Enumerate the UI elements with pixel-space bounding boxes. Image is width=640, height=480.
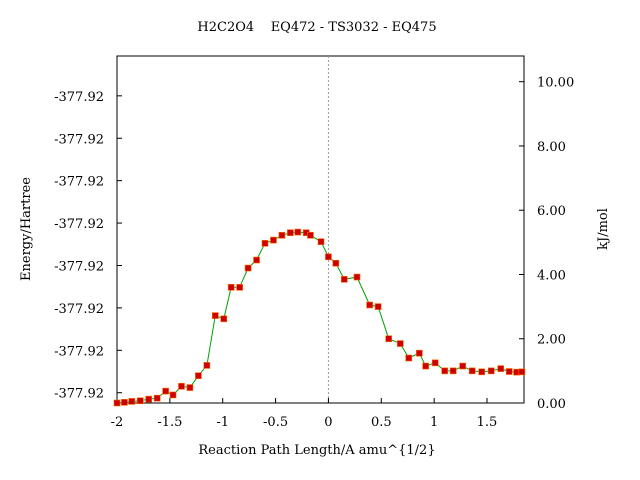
data-point xyxy=(518,368,526,376)
data-point xyxy=(366,301,373,309)
data-point xyxy=(505,368,513,375)
y-left-tick-label: -377.92 xyxy=(54,302,104,317)
y-right-axis-label: kJ/mol xyxy=(596,208,611,250)
y-left-tick-label: -377.92 xyxy=(54,344,104,359)
y-left-tick-label: -377.92 xyxy=(54,132,104,147)
data-point xyxy=(227,284,235,291)
energy-profile-line xyxy=(116,231,522,404)
x-tick-label: 1.5 xyxy=(477,415,498,430)
y-left-axis-ticks: -377.92 -377.92 -377.92 -377.92 -377.92 -377.… xyxy=(54,90,122,402)
data-point xyxy=(128,398,136,405)
data-point xyxy=(340,276,348,283)
data-point xyxy=(449,367,457,375)
y-left-tick-label: -377.92 xyxy=(54,217,104,232)
data-point xyxy=(405,354,413,362)
data-point xyxy=(468,367,476,375)
data-point xyxy=(113,399,121,407)
data-point xyxy=(397,340,404,347)
data-point xyxy=(478,368,486,376)
y-right-tick-label: 8.00 xyxy=(537,140,566,155)
data-point xyxy=(294,228,302,236)
x-tick-label: -1.5 xyxy=(157,415,182,430)
data-point xyxy=(121,399,128,406)
data-point xyxy=(497,365,505,372)
y-left-axis-label: Energy/Hartree xyxy=(19,177,34,281)
data-point xyxy=(195,372,202,379)
data-point xyxy=(220,315,228,323)
data-point xyxy=(162,387,169,395)
data-point xyxy=(385,335,392,343)
data-point xyxy=(422,362,429,370)
data-point xyxy=(441,367,449,375)
y-right-tick-label: 0.00 xyxy=(537,397,566,412)
data-point xyxy=(278,231,286,239)
data-point xyxy=(307,231,314,239)
data-point xyxy=(244,264,252,272)
x-tick-label: -1 xyxy=(216,415,229,430)
data-point xyxy=(374,303,382,310)
data-point xyxy=(261,240,269,247)
data-point xyxy=(212,312,219,319)
data-point xyxy=(332,259,340,267)
data-point xyxy=(287,229,294,237)
y-right-axis-ticks: 0.00 2.00 4.00 6.00 8.00 10.00 xyxy=(519,76,574,412)
y-right-tick-label: 2.00 xyxy=(537,333,566,348)
y-right-tick-label: 4.00 xyxy=(537,268,566,283)
data-point xyxy=(317,238,325,246)
y-right-tick-label: 6.00 xyxy=(537,204,566,219)
y-left-tick-label: -377.92 xyxy=(54,175,104,190)
x-axis-ticks: -2 -1.5 -1 -0.5 0 0.5 1 1.5 xyxy=(111,398,498,430)
plot-frame xyxy=(116,55,525,404)
data-point xyxy=(153,394,161,402)
x-tick-label: 1 xyxy=(430,415,438,430)
data-point xyxy=(487,367,495,375)
data-point xyxy=(203,362,211,369)
y-left-tick-label: -377.92 xyxy=(54,90,104,105)
data-point xyxy=(459,362,466,370)
data-point xyxy=(416,349,423,357)
y-left-tick-label: -377.92 xyxy=(54,259,104,274)
data-point xyxy=(236,284,243,291)
data-point xyxy=(431,359,439,367)
x-axis-label: Reaction Path Length/A amu^{1/2} xyxy=(198,443,435,458)
y-right-tick-label: 10.00 xyxy=(537,76,574,91)
data-point xyxy=(186,384,194,391)
data-point xyxy=(178,382,185,390)
data-point xyxy=(253,256,260,264)
data-point xyxy=(136,397,144,405)
x-tick-label: 0 xyxy=(324,415,332,430)
data-point xyxy=(145,395,153,403)
data-point xyxy=(169,391,177,399)
x-tick-label: 0.5 xyxy=(371,415,392,430)
y-left-tick-label: -377.92 xyxy=(54,387,104,402)
x-tick-label: -0.5 xyxy=(263,415,288,430)
data-point xyxy=(325,253,332,261)
data-point xyxy=(270,236,277,244)
x-tick-label: -2 xyxy=(111,415,124,430)
chart-title: H2C2O4 EQ472 - TS3032 - EQ475 xyxy=(197,20,436,35)
data-point xyxy=(353,273,361,281)
energy-profile-points xyxy=(113,228,526,407)
